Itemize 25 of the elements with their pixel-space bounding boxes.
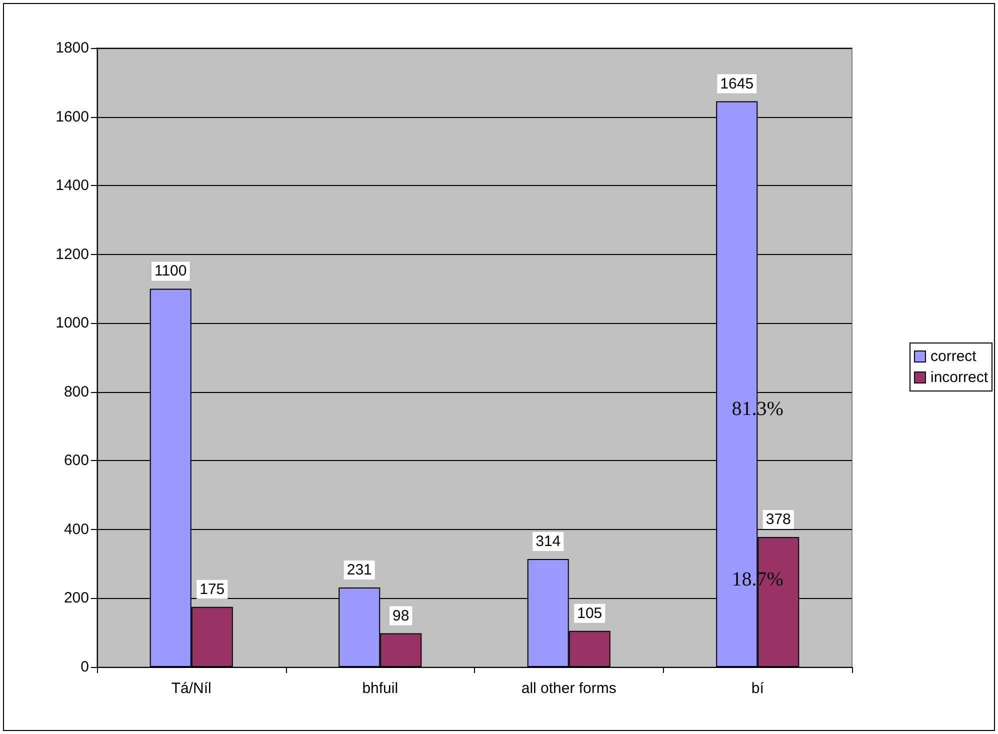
data-label: 175 [200, 580, 225, 598]
y-tick-label: 600 [64, 452, 89, 470]
annotation: 18.7% [732, 568, 784, 590]
y-tick-label: 0 [80, 658, 89, 676]
data-label: 105 [577, 604, 602, 622]
x-tick-label: bhfuil [362, 680, 398, 697]
y-tick-label: 800 [64, 383, 89, 400]
legend-label: incorrect [930, 369, 989, 386]
x-tick-label: all other forms [521, 680, 616, 697]
y-tick-label: 1400 [56, 177, 89, 194]
data-label: 378 [766, 511, 791, 528]
y-tick-label: 1600 [56, 108, 89, 126]
y-tick-label: 1200 [56, 246, 89, 263]
data-label: 231 [346, 562, 372, 579]
data-label: 98 [392, 607, 410, 624]
data-label: 1100 [154, 262, 187, 280]
y-tick-label: 1800 [56, 40, 89, 56]
y-tick-label: 400 [64, 520, 89, 538]
data-label: 1645 [720, 75, 754, 92]
x-tick-label: Tá/Níl [171, 680, 212, 697]
y-tick-label: 1000 [56, 314, 89, 332]
y-tick-label: 200 [64, 590, 89, 607]
data-label: 314 [536, 533, 561, 550]
x-tick-label: bí [751, 680, 765, 697]
legend-label: correct [930, 348, 978, 365]
